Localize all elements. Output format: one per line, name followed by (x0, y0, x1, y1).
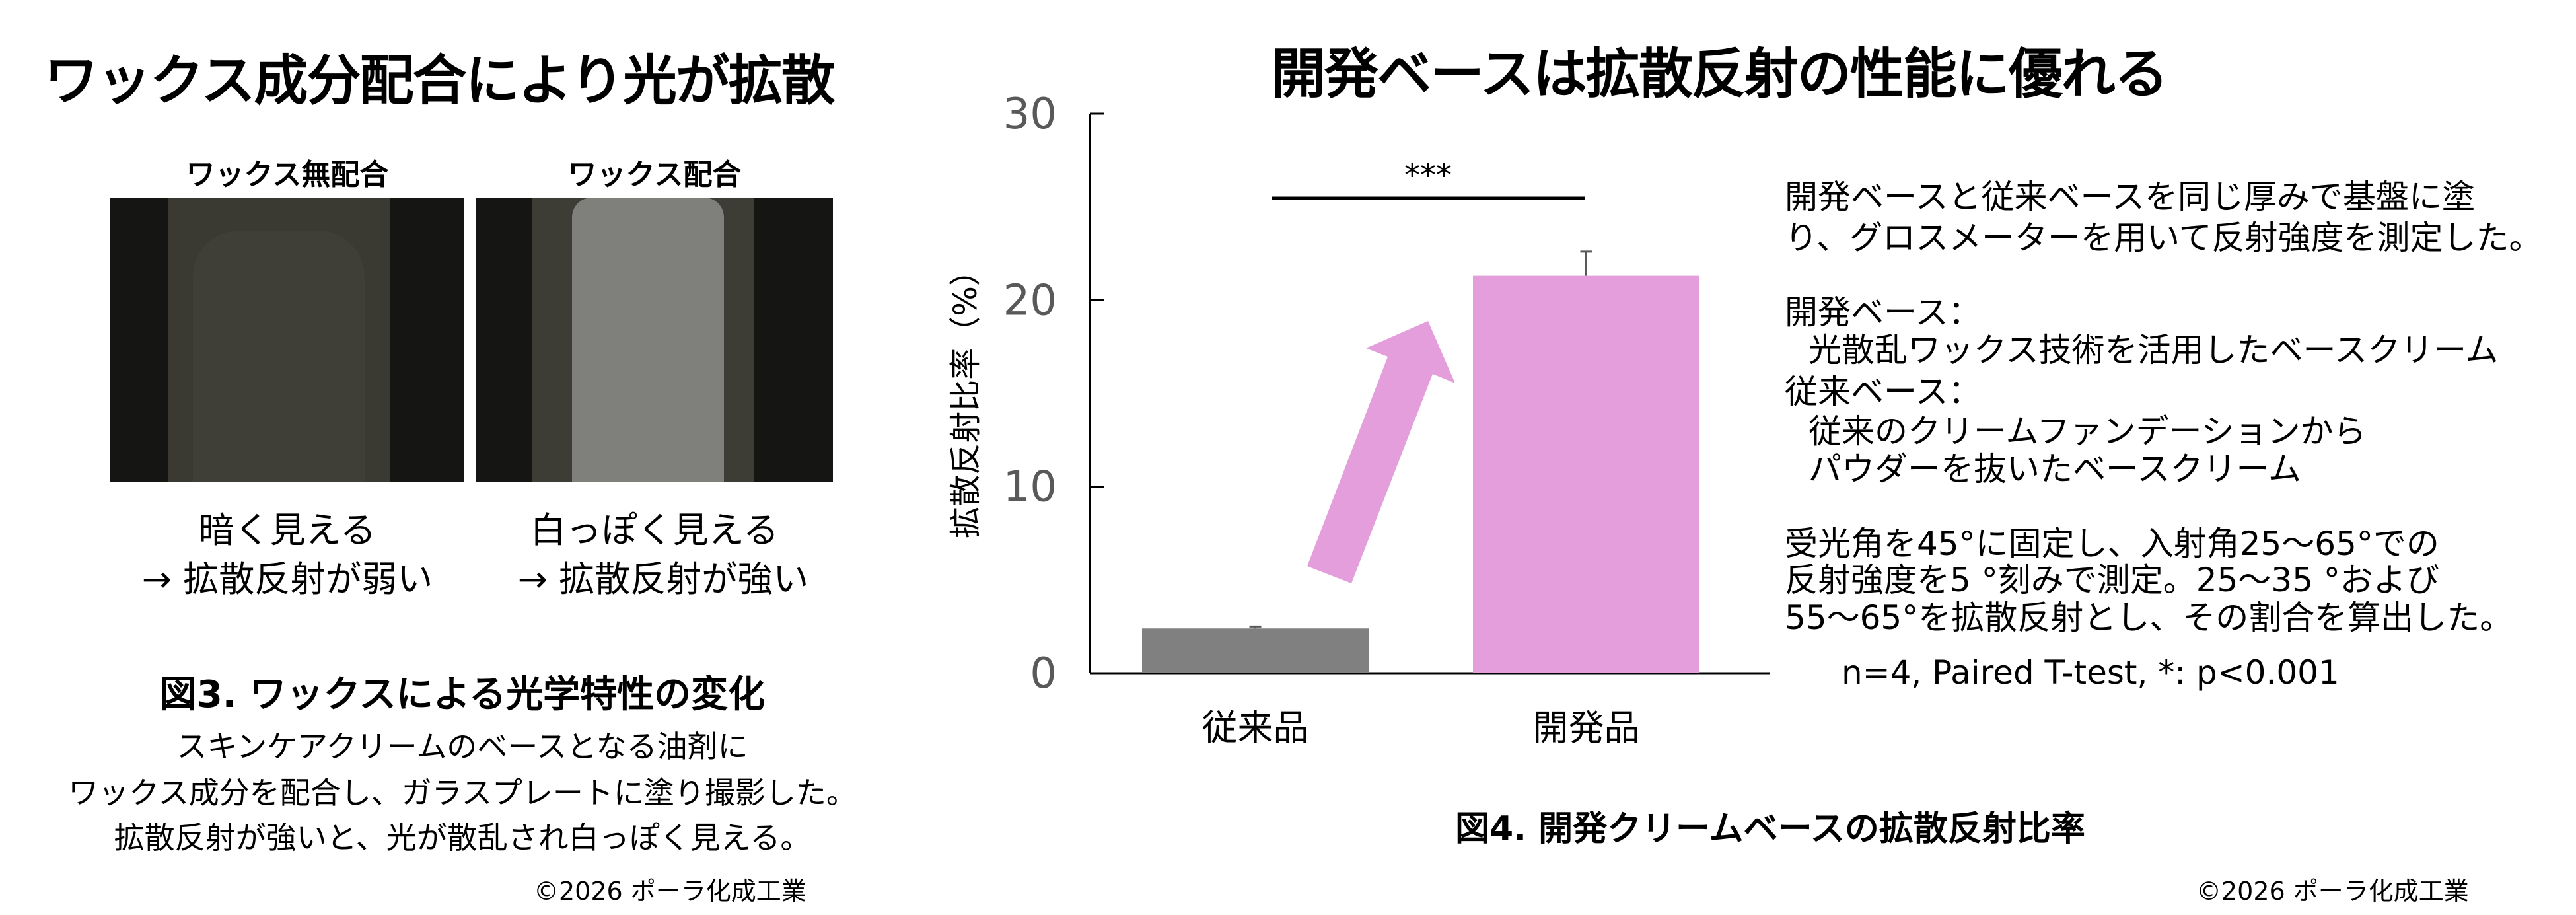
figure3-desc-1: スキンケアクリームのベースとなる油剤に (176, 729, 748, 764)
photo-no-wax (110, 198, 464, 482)
note-line-10: 55～65°を拡散反射とし、その割合を算出した。 (1785, 599, 2513, 637)
caption-no-wax-1: 暗く見える (198, 509, 376, 551)
caption-wax-2: → 拡散反射が強い (517, 558, 809, 600)
note-line-5: 従来ベース： (1785, 373, 1982, 411)
caption-no-wax-2: → 拡散反射が弱い (141, 558, 433, 600)
x-tick-label-conventional: 従来品 (1202, 707, 1309, 749)
left-title: ワックス成分配合により光が拡散 (44, 50, 836, 112)
note-line-6: 従来のクリームファンデーションから (1808, 412, 2367, 451)
y-tick-label: 20 (1003, 276, 1057, 325)
figure3-desc-3: 拡散反射が強いと、光が散乱され白っぽく見える。 (114, 820, 811, 856)
y-tick-label: 0 (1030, 649, 1057, 698)
note-line-9: 反射強度を5 °刻みで測定。25～35 °および (1785, 561, 2439, 599)
significance-stars: *** (1404, 157, 1452, 194)
left-copyright: ©2026 ポーラ化成工業 (534, 877, 806, 906)
figure3-title: 図3. ワックスによる光学特性の変化 (159, 673, 766, 716)
figure3-desc-2: ワックス成分を配合し、ガラスプレートに塗り撮影した。 (68, 775, 857, 811)
photo-label-no-wax: ワックス無配合 (186, 158, 389, 192)
x-tick-label-developed: 開発品 (1533, 707, 1640, 749)
note-line-2: り、グロスメーターを用いて反射強度を測定した。 (1785, 219, 2542, 257)
note-line-8: 受光角を45°に固定し、入射角25～65°での (1785, 525, 2439, 563)
photo-label-wax: ワックス配合 (567, 158, 742, 192)
bar-0 (1142, 628, 1369, 673)
photo-wax (476, 198, 833, 482)
note-line-1: 開発ベースと従来ベースを同じ厚みで基盤に塗 (1785, 178, 2475, 216)
increase-arrow (1307, 321, 1455, 583)
right-title: 開発ベースは拡散反射の性能に優れる (1271, 43, 2168, 106)
y-axis-label: 拡散反射比率（%） (947, 254, 984, 538)
right-copyright: ©2026 ポーラ化成工業 (2196, 877, 2469, 906)
stats-note: n=4, Paired T-test, *: p<0.001 (1842, 653, 2340, 692)
note-line-4: 光散乱ワックス技術を活用したベースクリーム (1808, 331, 2499, 369)
note-line-3: 開発ベース： (1785, 293, 1982, 332)
caption-wax-1: 白っぽく見える (530, 509, 779, 551)
y-tick-label: 10 (1003, 463, 1057, 512)
bar-1 (1473, 275, 1699, 673)
figure4-title: 図4. 開発クリームベースの拡散反射比率 (1455, 809, 2085, 849)
y-tick-label: 30 (1003, 90, 1057, 139)
note-line-7: パウダーを抜いたベースクリーム (1808, 450, 2301, 488)
